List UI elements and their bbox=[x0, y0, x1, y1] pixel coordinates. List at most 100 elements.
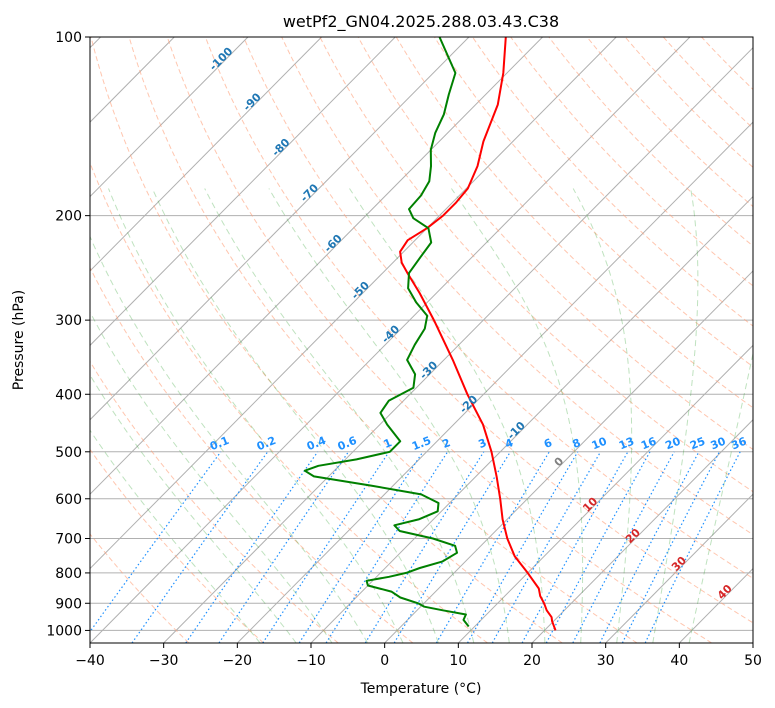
mixing-ratio-label: 16 bbox=[639, 435, 658, 453]
mixing-ratio-line bbox=[599, 451, 700, 643]
dry-adiabat bbox=[281, 37, 753, 536]
mixing-ratio-line bbox=[185, 451, 319, 643]
isotherm-line bbox=[752, 642, 753, 643]
mixing-ratio-line bbox=[90, 451, 222, 633]
moist-adiabat bbox=[90, 235, 369, 643]
mixing-ratio-line bbox=[545, 451, 651, 643]
dry-adiabat bbox=[472, 37, 753, 327]
dry-adiabat bbox=[701, 37, 753, 91]
x-axis-label: Temperature (°C) bbox=[360, 681, 482, 697]
mixing-ratio-label: 36 bbox=[729, 435, 748, 453]
mixing-ratio-line bbox=[466, 451, 579, 643]
moist-adiabat bbox=[652, 188, 699, 643]
plot-frame bbox=[89, 36, 754, 644]
isotherm-line bbox=[90, 37, 322, 272]
y-tick-label: 400 bbox=[55, 387, 82, 403]
dry-adiabat bbox=[624, 37, 753, 168]
y-axis-label: Pressure (hPa) bbox=[11, 290, 27, 390]
isotherm-line bbox=[236, 121, 753, 643]
mixing-ratio-label: 0.6 bbox=[336, 434, 359, 453]
y-tick-label: 100 bbox=[55, 30, 82, 46]
dry-adiabat-label: -100 bbox=[207, 45, 236, 74]
mixing-ratio-label: 20 bbox=[663, 435, 682, 453]
dry-adiabat-label: -90 bbox=[241, 90, 264, 113]
dry-adiabat bbox=[204, 37, 753, 624]
mixing-ratio-line bbox=[131, 451, 269, 643]
mixing-ratio-label: 1.5 bbox=[410, 434, 433, 453]
moist-adiabat bbox=[572, 188, 633, 643]
series-line-2 bbox=[303, 37, 470, 628]
dry-adiabat bbox=[548, 37, 753, 247]
x-tick-label: 0 bbox=[380, 653, 389, 669]
mixing-ratio-label: 0.1 bbox=[208, 434, 231, 453]
dry-adiabat bbox=[395, 37, 753, 409]
dry-adiabat bbox=[243, 37, 753, 579]
y-tick-label: 700 bbox=[55, 532, 82, 548]
dry-adiabat bbox=[90, 448, 264, 643]
isotherm-line bbox=[90, 37, 691, 643]
mixing-ratio-label: 2 bbox=[440, 436, 452, 451]
mixing-ratio-line bbox=[298, 451, 424, 643]
moist-adiabat-label: 10 bbox=[580, 494, 600, 514]
dry-adiabat-label: -80 bbox=[269, 136, 292, 159]
mixing-ratio-line bbox=[364, 451, 485, 643]
dry-adiabat bbox=[662, 37, 753, 129]
moist-adiabat-label: 40 bbox=[715, 582, 735, 602]
dry-adiabat bbox=[90, 161, 488, 643]
dry-adiabat bbox=[166, 37, 712, 643]
isotherm-line bbox=[90, 37, 396, 347]
isotherm-line bbox=[90, 37, 617, 570]
dry-adiabat-label: -70 bbox=[298, 181, 321, 204]
dry-adiabat bbox=[510, 37, 753, 287]
dry-adiabat bbox=[128, 37, 638, 643]
mixing-ratio-line bbox=[262, 451, 390, 643]
moist-adiabat bbox=[90, 311, 333, 643]
isotherm-line bbox=[90, 37, 470, 421]
mixing-ratio-line bbox=[521, 451, 629, 643]
moist-adiabat bbox=[151, 188, 439, 643]
mixing-ratio-label: 30 bbox=[709, 435, 728, 453]
x-tick-label: −30 bbox=[149, 653, 179, 669]
moist-adiabat bbox=[204, 188, 475, 643]
mixing-ratio-line bbox=[218, 451, 349, 643]
data-lines bbox=[303, 37, 557, 631]
y-axis: 100 200 300 400 500 600 700 800 900 1000 bbox=[46, 30, 90, 639]
mixing-ratio-label: 0.2 bbox=[255, 434, 278, 453]
mixing-ratio-label: 10 bbox=[590, 435, 609, 453]
x-tick-label: 50 bbox=[744, 653, 762, 669]
x-tick-label: −40 bbox=[75, 653, 105, 669]
moist-adiabat bbox=[90, 374, 297, 643]
y-tick-label: 1000 bbox=[46, 623, 82, 639]
dry-adiabat-label: -50 bbox=[349, 279, 372, 302]
chart-title: wetPf2_GN04.2025.288.03.43.C38 bbox=[283, 12, 559, 32]
isotherm-line bbox=[605, 493, 753, 643]
x-tick-label: 10 bbox=[449, 653, 467, 669]
moist-adiabat bbox=[90, 429, 261, 643]
isotherm-line bbox=[384, 270, 753, 643]
x-tick-label: −20 bbox=[223, 653, 253, 669]
background-lines bbox=[90, 37, 753, 643]
y-tick-label: 300 bbox=[55, 313, 82, 329]
dry-adiabat bbox=[433, 37, 753, 368]
mixing-ratio-line bbox=[572, 451, 675, 643]
x-tick-label: 20 bbox=[523, 653, 541, 669]
dry-adiabat bbox=[357, 37, 753, 451]
mixing-ratio-label: 8 bbox=[571, 436, 583, 451]
moist-adiabat bbox=[108, 188, 404, 643]
y-tick-label: 500 bbox=[55, 445, 82, 461]
series-line-1 bbox=[399, 37, 557, 631]
x-tick-label: −10 bbox=[296, 653, 326, 669]
y-tick-label: 600 bbox=[55, 492, 82, 508]
y-tick-label: 900 bbox=[55, 596, 82, 612]
moist-adiabat bbox=[450, 188, 584, 643]
mixing-ratio-label: 3 bbox=[477, 436, 489, 451]
mixing-ratio-line bbox=[435, 451, 550, 643]
moist-adiabat bbox=[268, 188, 510, 643]
moist-adiabat-label: 30 bbox=[669, 554, 689, 574]
mixing-ratio-label: 13 bbox=[617, 435, 636, 453]
y-tick-label: 800 bbox=[55, 566, 82, 582]
mixing-ratio-label: 25 bbox=[688, 435, 707, 453]
isotherm-line bbox=[90, 37, 543, 495]
isotherm-line bbox=[90, 37, 249, 198]
x-tick-label: 30 bbox=[597, 653, 615, 669]
